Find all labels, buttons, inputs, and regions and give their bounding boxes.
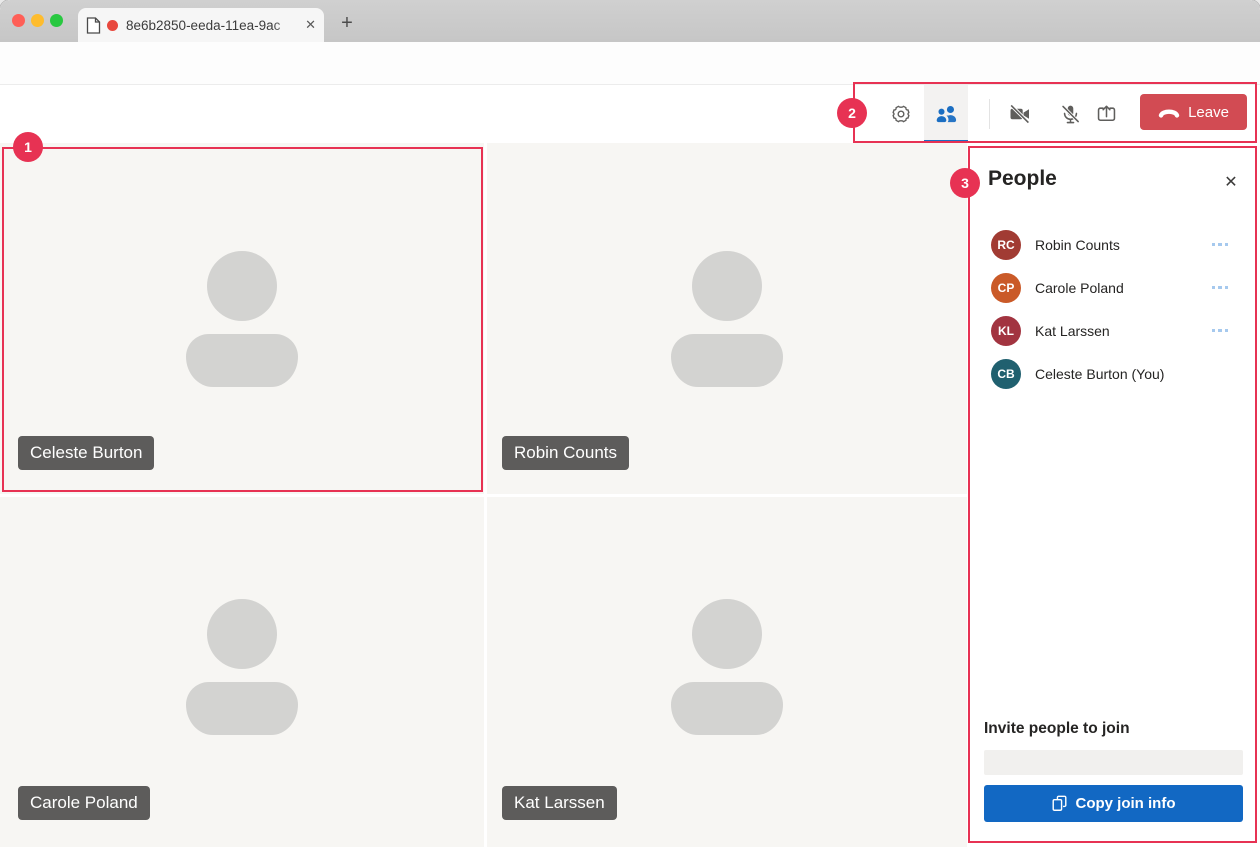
avatar: RC	[991, 229, 1021, 260]
nameplate: Kat Larssen	[502, 786, 617, 820]
window-minimize-button[interactable]	[31, 14, 44, 27]
page-icon	[86, 16, 101, 34]
share-screen-button[interactable]	[1086, 85, 1126, 143]
video-tile-celeste[interactable]: Celeste Burton	[0, 143, 484, 494]
avatar-placeholder	[671, 251, 783, 387]
leave-label: Leave	[1188, 103, 1229, 121]
panel-title: People	[988, 167, 1057, 190]
people-panel: People ✕ RC Robin Counts CP Carole Polan…	[967, 143, 1260, 847]
people-icon	[936, 105, 956, 122]
copy-icon	[1052, 795, 1066, 811]
leave-button[interactable]: Leave	[1140, 94, 1247, 130]
video-tile-robin[interactable]: Robin Counts	[487, 143, 967, 494]
people-panel-toggle[interactable]	[924, 85, 968, 143]
invite-heading: Invite people to join	[984, 720, 1130, 737]
window-close-button[interactable]	[12, 14, 25, 27]
meeting-toolbar: Leave	[0, 85, 1260, 143]
copy-join-info-button[interactable]: Copy join info	[984, 785, 1243, 822]
camera-off-button[interactable]	[1000, 85, 1040, 143]
browser-navbar: Guest ···	[0, 42, 1260, 120]
browser-tabstrip: 8e6b2850-eeda-11ea-9ac ✕ +	[0, 0, 1260, 42]
participant-row-celeste[interactable]: CB Celeste Burton (You)	[967, 352, 1260, 395]
mic-off-button[interactable]	[1050, 85, 1090, 143]
video-tile-kat[interactable]: Kat Larssen	[487, 497, 967, 847]
avatar-placeholder	[186, 599, 298, 735]
phone-hangup-icon	[1158, 109, 1180, 118]
participant-name: Kat Larssen	[1035, 322, 1110, 339]
tab-close-icon[interactable]: ✕	[305, 17, 316, 32]
participant-name: Celeste Burton (You)	[1035, 365, 1165, 382]
nameplate: Celeste Burton	[18, 436, 155, 470]
tab-title: 8e6b2850-eeda-11ea-9ac	[126, 17, 281, 33]
browser-tab[interactable]: 8e6b2850-eeda-11ea-9ac ✕	[78, 8, 324, 42]
video-tile-carole[interactable]: Carole Poland	[0, 497, 484, 847]
participant-row-carole[interactable]: CP Carole Poland	[967, 266, 1260, 309]
recording-dot-icon	[107, 19, 118, 31]
toolbar-divider	[989, 99, 990, 129]
avatar-placeholder	[671, 599, 783, 735]
tab-title-fade	[272, 17, 300, 35]
participant-row-kat[interactable]: KL Kat Larssen	[967, 309, 1260, 352]
participant-name: Robin Counts	[1035, 236, 1120, 253]
avatar-placeholder	[186, 251, 298, 387]
new-tab-button[interactable]: +	[341, 11, 353, 34]
invite-input[interactable]	[984, 750, 1243, 775]
panel-close-button[interactable]: ✕	[1224, 174, 1238, 191]
participant-name: Carole Poland	[1035, 279, 1124, 296]
copy-join-info-label: Copy join info	[1075, 795, 1176, 812]
participant-more-button[interactable]	[1211, 242, 1228, 247]
participant-list: RC Robin Counts CP Carole Poland KL Kat …	[967, 223, 1260, 395]
window-zoom-button[interactable]	[50, 14, 63, 27]
participant-row-robin[interactable]: RC Robin Counts	[967, 223, 1260, 266]
avatar: CB	[991, 358, 1021, 389]
avatar: KL	[991, 315, 1021, 346]
nameplate: Carole Poland	[18, 786, 150, 820]
participant-more-button[interactable]	[1211, 328, 1228, 333]
participant-more-button[interactable]	[1211, 285, 1228, 290]
avatar: CP	[991, 272, 1021, 303]
video-grid: Celeste Burton Robin Counts Carole Polan…	[0, 143, 967, 847]
nameplate: Robin Counts	[502, 436, 630, 470]
settings-button[interactable]	[881, 85, 921, 143]
